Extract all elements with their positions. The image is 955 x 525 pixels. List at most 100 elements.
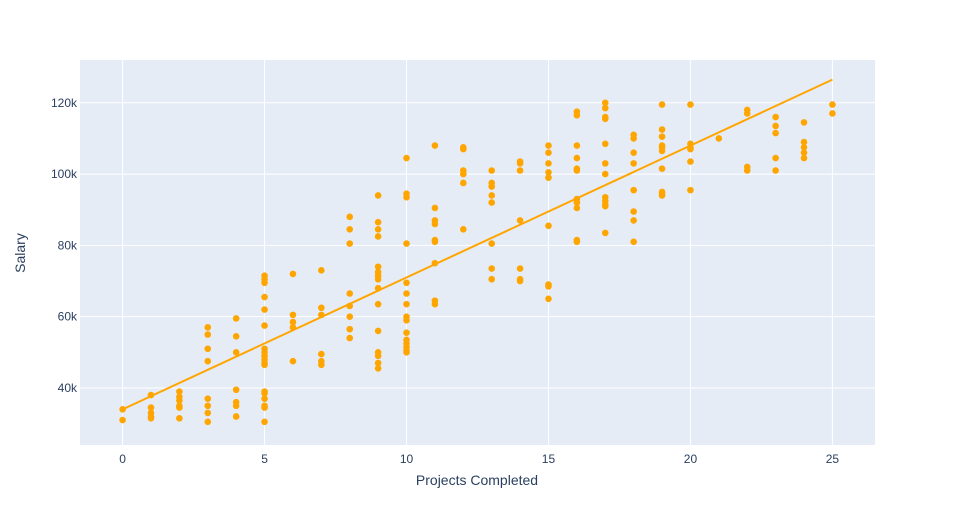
y-tick-label: 80k (58, 238, 78, 252)
data-point (232, 413, 240, 420)
data-point (431, 142, 439, 149)
data-point (516, 265, 524, 272)
x-tick-label: 25 (826, 452, 840, 466)
data-point (374, 275, 382, 283)
data-point (374, 284, 382, 292)
data-point (516, 277, 524, 285)
data-point (630, 135, 637, 142)
data-point (403, 154, 410, 162)
data-point (204, 402, 212, 410)
data-point (687, 158, 694, 165)
data-point (573, 199, 581, 206)
data-point (516, 160, 524, 167)
data-point (318, 311, 325, 319)
data-point (573, 111, 581, 119)
data-point (346, 226, 354, 233)
data-point (601, 104, 609, 112)
data-point (232, 315, 240, 322)
data-point (346, 213, 354, 221)
data-point (601, 140, 609, 148)
data-point (658, 101, 666, 108)
data-point (829, 101, 836, 108)
data-point (772, 167, 779, 174)
data-point (800, 144, 808, 151)
data-point (601, 202, 609, 210)
data-point (403, 290, 410, 297)
data-point (772, 129, 779, 137)
data-point (261, 404, 268, 411)
data-point (232, 386, 240, 394)
data-point (289, 311, 297, 319)
data-point (403, 193, 410, 201)
data-point (261, 322, 268, 329)
y-tick-label: 100k (51, 167, 78, 181)
data-point (545, 168, 552, 176)
data-point (658, 133, 666, 140)
x-axis-title: Projects Completed (416, 472, 538, 488)
x-tick-label: 20 (684, 452, 698, 466)
data-point (176, 388, 183, 395)
data-point (601, 170, 609, 178)
data-point (829, 110, 836, 117)
data-point (488, 192, 495, 199)
data-point (374, 192, 382, 199)
data-point (403, 329, 410, 337)
data-point (431, 204, 439, 212)
data-point (318, 304, 325, 312)
data-point (147, 414, 155, 422)
data-point (545, 174, 552, 181)
data-point (488, 275, 495, 283)
data-point (232, 332, 240, 340)
data-point (601, 229, 609, 237)
y-tick-label: 40k (58, 381, 78, 395)
data-point (261, 306, 268, 313)
data-point (687, 101, 694, 108)
data-point (630, 160, 637, 167)
data-point (545, 149, 552, 156)
data-point (261, 418, 268, 426)
data-point (460, 226, 467, 233)
y-axis-title: Salary (12, 233, 28, 273)
data-point (772, 122, 779, 130)
data-point (573, 142, 581, 149)
data-point (488, 265, 495, 272)
data-point (374, 233, 382, 240)
data-point (516, 167, 524, 174)
data-point (630, 149, 637, 156)
data-point (289, 324, 297, 331)
data-point (772, 113, 779, 121)
data-point (176, 414, 183, 422)
data-point (516, 217, 524, 224)
data-point (573, 167, 581, 174)
data-point (573, 204, 581, 212)
data-point (403, 300, 410, 308)
data-point (176, 404, 183, 411)
data-point (289, 318, 297, 326)
data-point (601, 160, 609, 167)
data-point (431, 300, 439, 308)
data-point (545, 142, 552, 149)
y-axis-ticks: 40k 60k 80k 100k 120k (51, 96, 78, 395)
data-point (204, 395, 212, 402)
data-point (800, 149, 808, 156)
data-point (800, 154, 808, 162)
data-point (261, 361, 268, 369)
data-points (119, 99, 836, 426)
data-point (374, 226, 382, 233)
data-point (204, 331, 212, 338)
data-point (204, 324, 212, 331)
data-point (601, 99, 609, 107)
data-point (147, 404, 155, 411)
data-point (346, 290, 354, 297)
data-point (601, 115, 609, 123)
data-point (374, 327, 382, 335)
data-point (374, 365, 382, 372)
x-axis-ticks: 0 5 10 15 20 25 (119, 452, 839, 466)
data-point (374, 352, 382, 360)
data-point (488, 167, 495, 174)
trendline-layer (122, 78, 833, 411)
data-point (374, 300, 382, 308)
data-point (715, 135, 723, 142)
data-point (573, 238, 581, 246)
